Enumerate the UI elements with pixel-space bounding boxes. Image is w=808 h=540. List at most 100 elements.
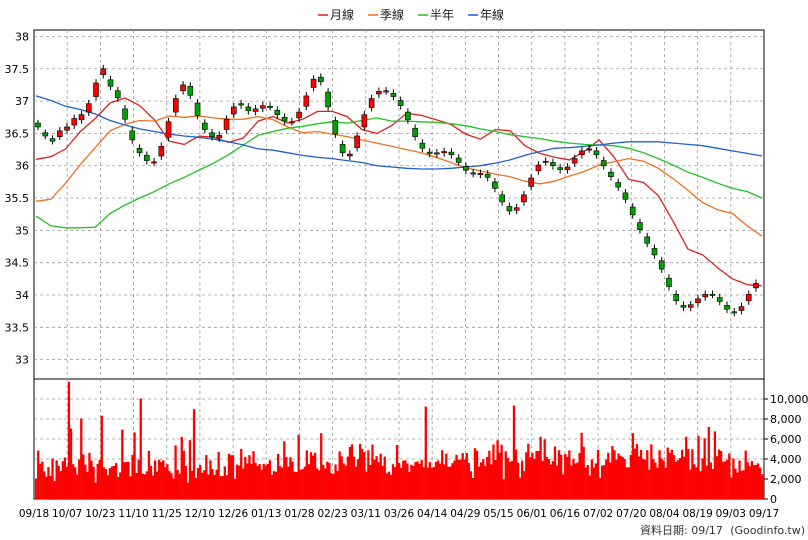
volume-bar xyxy=(533,458,536,499)
volume-bar xyxy=(86,472,89,499)
volume-bar xyxy=(272,471,276,499)
volume-bar xyxy=(53,481,56,499)
volume-bar xyxy=(553,446,557,499)
volume-bar xyxy=(375,456,378,499)
candle-body xyxy=(426,151,433,154)
candle-body xyxy=(376,91,382,95)
volume-bar xyxy=(215,469,218,499)
candle-body xyxy=(368,98,375,108)
volume-bar xyxy=(545,457,548,499)
volume-bar xyxy=(642,459,645,499)
volume-bar xyxy=(547,459,550,499)
volume-bar xyxy=(276,453,280,499)
date-axis: 09/18 10/07 10/23 11/10 11/25 12/10 12/26 01/13… xyxy=(19,508,779,520)
volume-bar xyxy=(523,471,526,499)
volume-bar xyxy=(315,468,319,499)
candle-body xyxy=(56,130,63,137)
volume-bar xyxy=(447,466,450,499)
volume-bar xyxy=(63,457,67,499)
candle-body xyxy=(608,171,614,178)
volume-bar xyxy=(664,467,667,499)
volume-bar xyxy=(562,474,565,499)
volume-bar xyxy=(705,465,708,499)
candle-body xyxy=(64,126,70,131)
volume-bar xyxy=(367,450,370,499)
volume-bar xyxy=(151,475,155,499)
volume-bar xyxy=(73,467,77,499)
volume-bar xyxy=(182,450,185,499)
volume-bar xyxy=(543,439,546,499)
volume-bar xyxy=(192,409,196,499)
volume-bar xyxy=(559,454,563,499)
volume-bar xyxy=(570,465,573,499)
date-tick-label: 08/04 xyxy=(649,508,680,520)
volume-bar xyxy=(397,463,401,499)
candle-body xyxy=(412,127,418,137)
volume-bar xyxy=(112,466,116,499)
volume-bar xyxy=(445,453,448,499)
volume-bar xyxy=(49,475,52,499)
volume-bar xyxy=(654,462,657,499)
volume-bar xyxy=(658,450,661,499)
volume-bar xyxy=(180,436,183,499)
candle-body xyxy=(441,151,447,154)
volume-bar xyxy=(350,444,354,499)
candle-body xyxy=(209,132,215,137)
volume-bar xyxy=(728,453,731,499)
volume-bar xyxy=(527,443,530,499)
volume-bar xyxy=(123,462,126,499)
candle-body xyxy=(434,152,440,155)
date-tick-label: 07/02 xyxy=(583,508,613,520)
volume-bar xyxy=(346,456,350,499)
volume-bar xyxy=(354,466,358,499)
volume-bar xyxy=(666,447,669,499)
volume-bar xyxy=(463,459,466,499)
volume-bar xyxy=(268,460,272,499)
volume-bar xyxy=(264,465,267,499)
volume-bar xyxy=(719,451,723,499)
volume-bar xyxy=(457,459,460,499)
volume-bar xyxy=(652,459,655,499)
volume-bar xyxy=(607,452,610,499)
volume-bar xyxy=(285,457,288,499)
volume-bar xyxy=(685,436,688,499)
volume-bar xyxy=(471,478,475,499)
candle-body xyxy=(180,84,186,92)
volume-bar xyxy=(633,448,637,499)
volume-bar xyxy=(650,444,653,499)
volume-bar xyxy=(695,467,698,499)
volume-bar xyxy=(426,467,429,499)
volume-bar xyxy=(644,459,647,499)
volume-bar xyxy=(584,467,587,499)
volume-bar xyxy=(190,470,194,499)
candle-body xyxy=(586,148,592,151)
volume-bar xyxy=(510,461,514,499)
price-tick-label: 33.5 xyxy=(5,321,30,334)
candle-body xyxy=(85,103,92,113)
date-tick-label: 11/10 xyxy=(118,508,148,520)
volume-bar xyxy=(535,450,538,499)
volume-bar xyxy=(238,465,241,499)
candle-body xyxy=(716,297,723,302)
volume-bar xyxy=(465,453,468,499)
volume-bar xyxy=(412,466,415,499)
candle-body xyxy=(354,135,360,148)
volume-bar xyxy=(301,469,304,499)
candle-body xyxy=(571,158,578,164)
volume-bar xyxy=(506,457,509,499)
volume-bar xyxy=(646,450,649,499)
volume-bar xyxy=(43,471,46,499)
volume-bar xyxy=(149,466,153,499)
volume-bar xyxy=(680,449,684,499)
candle-body xyxy=(448,151,455,156)
volume-bar xyxy=(164,467,167,499)
volume-bar xyxy=(67,381,71,499)
volume-bar xyxy=(231,455,235,499)
volume-bar xyxy=(438,463,442,499)
volume-bar xyxy=(693,464,696,499)
volume-bar xyxy=(100,415,103,499)
volume-bar xyxy=(104,469,108,499)
volume-bar xyxy=(176,470,179,499)
date-tick-label: 10/23 xyxy=(85,508,115,520)
candle-body xyxy=(93,82,99,97)
